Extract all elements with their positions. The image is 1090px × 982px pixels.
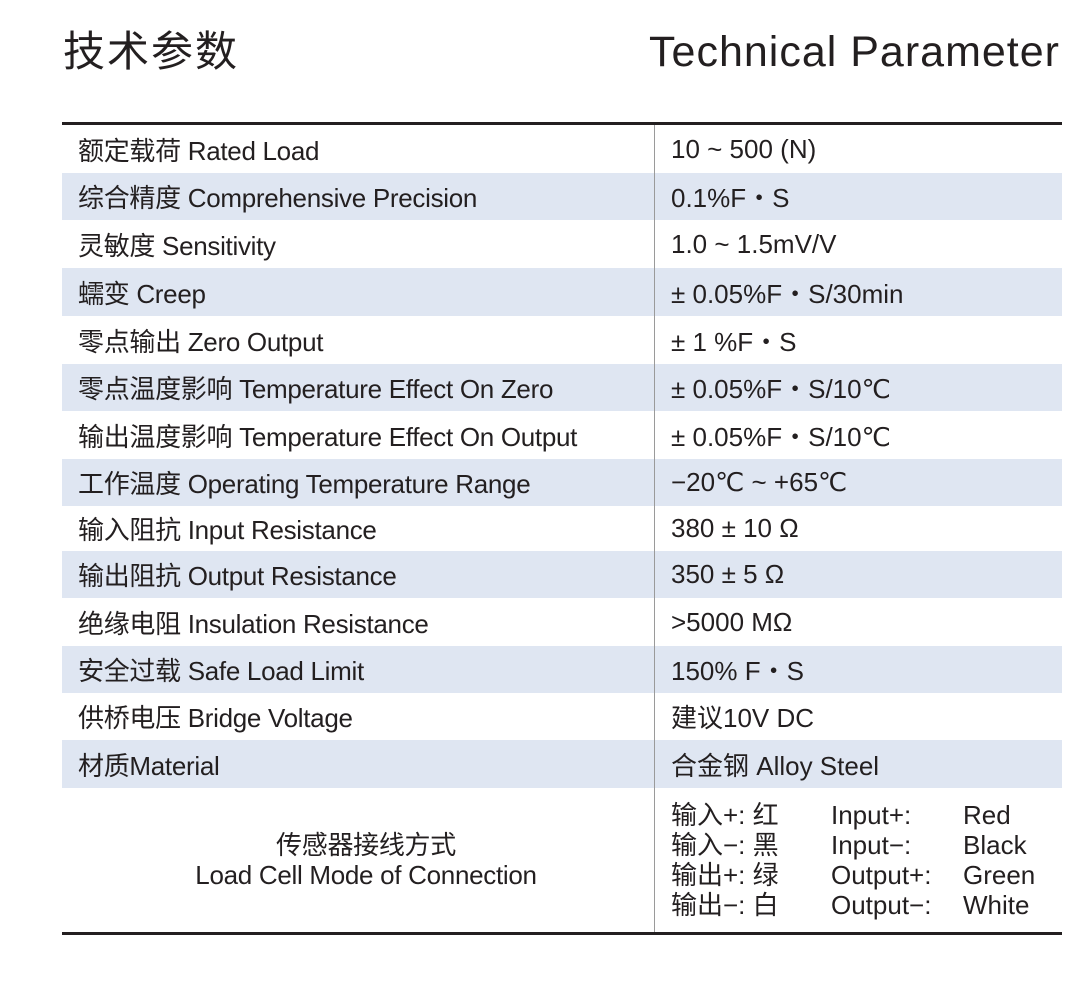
table-row: 绝缘电阻 Insulation Resistance >5000 MΩ bbox=[62, 598, 1062, 646]
table-row: 输出阻抗 Output Resistance 350 ± 5 Ω bbox=[62, 551, 1062, 598]
connection-label-en: Load Cell Mode of Connection bbox=[195, 860, 537, 890]
row-label: 额定载荷 Rated Load bbox=[78, 135, 320, 166]
row-value: >5000 MΩ bbox=[654, 598, 1062, 646]
row-label: 输出阻抗 Output Resistance bbox=[78, 561, 397, 591]
connection-label-cn: 传感器接线方式 bbox=[276, 830, 456, 860]
row-value: ± 0.05%F・S/10℃ bbox=[654, 364, 1062, 411]
row-value: 380 ± 10 Ω bbox=[654, 506, 1062, 551]
row-label: 材质Material bbox=[78, 750, 220, 781]
row-label: 绝缘电阻 Insulation Resistance bbox=[78, 608, 429, 639]
wire-color: Green bbox=[963, 860, 1036, 890]
wire-color: Red bbox=[963, 800, 1011, 830]
table-row: 供桥电压 Bridge Voltage 建议10V DC bbox=[62, 693, 1062, 740]
row-label: 零点输出 Zero Output bbox=[78, 326, 324, 357]
row-value: 10 ~ 500 (N) bbox=[654, 125, 1062, 173]
table-row: 额定载荷 Rated Load 10 ~ 500 (N) bbox=[62, 125, 1062, 173]
row-value: ± 0.05%F・S/10℃ bbox=[654, 411, 1062, 459]
row-value: 350 ± 5 Ω bbox=[654, 551, 1062, 598]
row-value: 0.1%F・S bbox=[654, 173, 1062, 220]
connection-value: 输入+: 红 Input+: Red 输入−: 黑 Input−: Black … bbox=[654, 788, 1062, 932]
table-row: 蠕变 Creep ± 0.05%F・S/30min bbox=[62, 268, 1062, 316]
page-title-cn: 技术参数 bbox=[63, 27, 240, 76]
table-row: 输入阻抗 Input Resistance 380 ± 10 Ω bbox=[62, 506, 1062, 551]
row-value: −20℃ ~ +65℃ bbox=[654, 459, 1062, 506]
row-label: 供桥电压 Bridge Voltage bbox=[78, 703, 353, 733]
row-value: 合金钢 Alloy Steel bbox=[654, 740, 1062, 788]
wire-cn: 输入+: 红 bbox=[671, 800, 779, 830]
row-value: 1.0 ~ 1.5mV/V bbox=[654, 220, 1062, 268]
row-label: 蠕变 Creep bbox=[78, 278, 206, 309]
row-label: 灵敏度 Sensitivity bbox=[78, 230, 276, 261]
wire-en: Output+: bbox=[831, 860, 932, 890]
parameter-table: 额定载荷 Rated Load 10 ~ 500 (N) 综合精度 Compre… bbox=[62, 122, 1062, 935]
connection-label: 传感器接线方式 Load Cell Mode of Connection bbox=[62, 788, 654, 932]
table-row: 零点输出 Zero Output ± 1 %F・S bbox=[62, 316, 1062, 364]
wire-cn: 输入−: 黑 bbox=[671, 830, 779, 860]
row-label: 安全过载 Safe Load Limit bbox=[78, 656, 364, 686]
wire-color: White bbox=[963, 890, 1030, 920]
connection-row: 传感器接线方式 Load Cell Mode of Connection 输入+… bbox=[62, 788, 1062, 932]
wire-en: Input+: bbox=[831, 800, 912, 830]
row-label: 工作温度 Operating Temperature Range bbox=[78, 469, 531, 499]
wire-color-grid: 输入+: 红 Input+: Red 输入−: 黑 Input−: Black … bbox=[671, 800, 1053, 920]
page-title-en: Technical Parameter bbox=[649, 28, 1060, 76]
table-row: 综合精度 Comprehensive Precision 0.1%F・S bbox=[62, 173, 1062, 220]
row-label: 综合精度 Comprehensive Precision bbox=[78, 183, 478, 213]
wire-cn: 输出−: 白 bbox=[671, 890, 779, 920]
row-value: 150% F・S bbox=[654, 646, 1062, 693]
table-row: 零点温度影响 Temperature Effect On Zero ± 0.05… bbox=[62, 364, 1062, 411]
row-label: 零点温度影响 Temperature Effect On Zero bbox=[78, 374, 554, 404]
table-row: 灵敏度 Sensitivity 1.0 ~ 1.5mV/V bbox=[62, 220, 1062, 268]
table-row: 工作温度 Operating Temperature Range −20℃ ~ … bbox=[62, 459, 1062, 506]
wire-color: Black bbox=[963, 830, 1027, 860]
row-label: 输出温度影响 Temperature Effect On Output bbox=[78, 421, 578, 452]
row-value: 建议10V DC bbox=[654, 693, 1062, 740]
row-value: ± 1 %F・S bbox=[654, 316, 1062, 364]
row-value: ± 0.05%F・S/30min bbox=[654, 268, 1062, 316]
table-row: 材质Material 合金钢 Alloy Steel bbox=[62, 740, 1062, 788]
wire-cn: 输出+: 绿 bbox=[671, 860, 779, 890]
table-row: 输出温度影响 Temperature Effect On Output ± 0.… bbox=[62, 411, 1062, 459]
wire-en: Input−: bbox=[831, 830, 912, 860]
table-row: 安全过载 Safe Load Limit 150% F・S bbox=[62, 646, 1062, 693]
wire-en: Output−: bbox=[831, 890, 932, 920]
row-label: 输入阻抗 Input Resistance bbox=[78, 515, 377, 545]
